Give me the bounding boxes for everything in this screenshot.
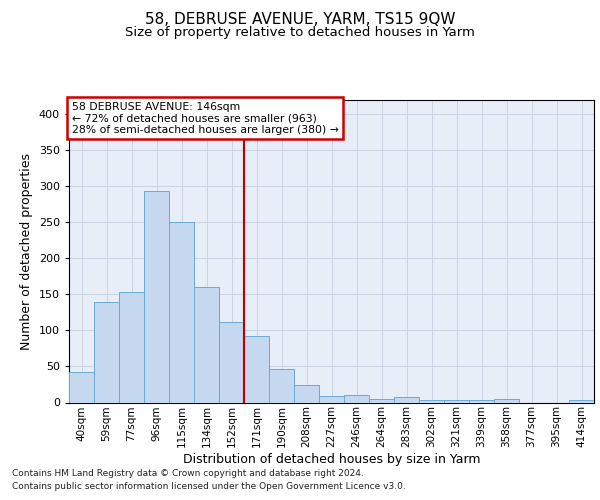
Bar	[194, 288, 219, 403]
Bar	[169, 222, 194, 402]
X-axis label: Distribution of detached houses by size in Yarm: Distribution of detached houses by size …	[183, 453, 480, 466]
Text: 58, DEBRUSE AVENUE, YARM, TS15 9QW: 58, DEBRUSE AVENUE, YARM, TS15 9QW	[145, 12, 455, 28]
Bar	[94, 302, 119, 402]
Bar	[269, 370, 294, 402]
Bar	[469, 400, 494, 402]
Bar	[144, 192, 169, 402]
Y-axis label: Number of detached properties: Number of detached properties	[20, 153, 33, 350]
Bar	[494, 399, 519, 402]
Bar	[369, 399, 394, 402]
Bar	[319, 396, 344, 402]
Bar	[344, 394, 369, 402]
Bar	[419, 400, 444, 402]
Text: Contains HM Land Registry data © Crown copyright and database right 2024.: Contains HM Land Registry data © Crown c…	[12, 468, 364, 477]
Text: Contains public sector information licensed under the Open Government Licence v3: Contains public sector information licen…	[12, 482, 406, 491]
Bar	[444, 400, 469, 402]
Bar	[294, 385, 319, 402]
Bar	[69, 372, 94, 402]
Bar	[219, 322, 244, 402]
Bar	[244, 336, 269, 402]
Bar	[569, 400, 594, 402]
Text: 58 DEBRUSE AVENUE: 146sqm
← 72% of detached houses are smaller (963)
28% of semi: 58 DEBRUSE AVENUE: 146sqm ← 72% of detac…	[71, 102, 338, 134]
Bar	[394, 396, 419, 402]
Bar	[119, 292, 144, 403]
Text: Size of property relative to detached houses in Yarm: Size of property relative to detached ho…	[125, 26, 475, 39]
